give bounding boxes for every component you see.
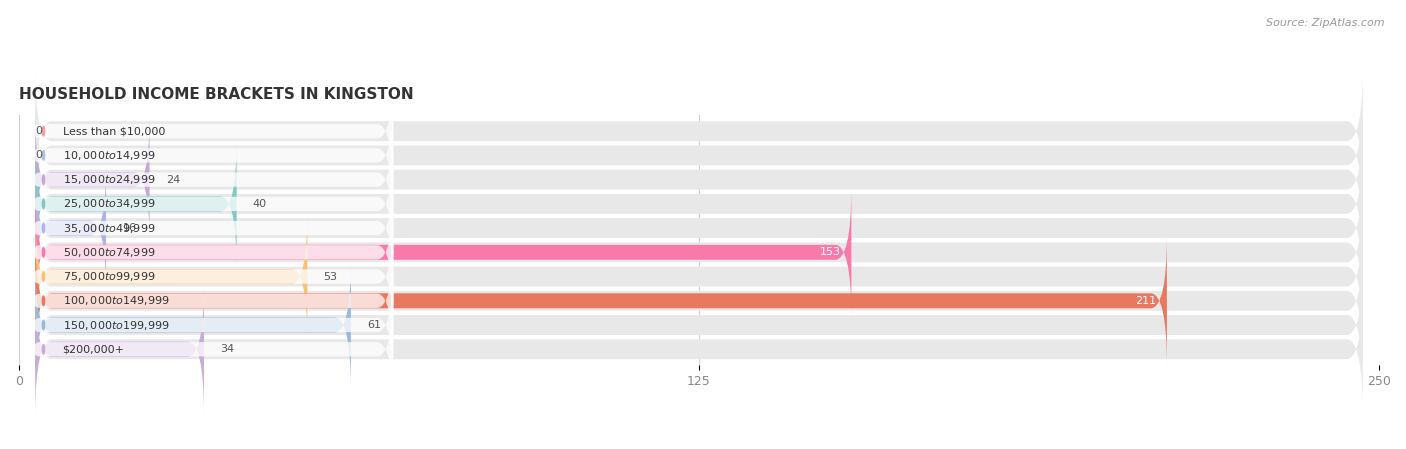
FancyBboxPatch shape bbox=[35, 114, 149, 245]
FancyBboxPatch shape bbox=[35, 286, 1362, 412]
Text: 24: 24 bbox=[166, 175, 180, 185]
Text: $15,000 to $24,999: $15,000 to $24,999 bbox=[62, 173, 155, 186]
FancyBboxPatch shape bbox=[35, 214, 1362, 339]
FancyBboxPatch shape bbox=[35, 117, 1362, 242]
Circle shape bbox=[42, 126, 45, 136]
FancyBboxPatch shape bbox=[35, 260, 352, 390]
Text: $150,000 to $199,999: $150,000 to $199,999 bbox=[62, 318, 169, 331]
Text: 0: 0 bbox=[35, 150, 42, 160]
Text: 61: 61 bbox=[367, 320, 381, 330]
Text: 40: 40 bbox=[253, 199, 267, 209]
Circle shape bbox=[42, 296, 45, 306]
Circle shape bbox=[42, 272, 45, 282]
FancyBboxPatch shape bbox=[35, 189, 1362, 315]
Text: Less than $10,000: Less than $10,000 bbox=[62, 126, 165, 136]
Text: $75,000 to $99,999: $75,000 to $99,999 bbox=[62, 270, 155, 283]
Text: 153: 153 bbox=[820, 247, 841, 257]
Text: 34: 34 bbox=[221, 344, 235, 354]
FancyBboxPatch shape bbox=[35, 139, 236, 269]
Text: 211: 211 bbox=[1135, 296, 1156, 306]
FancyBboxPatch shape bbox=[35, 238, 1362, 364]
Circle shape bbox=[42, 150, 45, 160]
FancyBboxPatch shape bbox=[24, 260, 394, 391]
FancyBboxPatch shape bbox=[24, 138, 394, 269]
Circle shape bbox=[42, 175, 45, 185]
FancyBboxPatch shape bbox=[24, 114, 394, 245]
Text: Source: ZipAtlas.com: Source: ZipAtlas.com bbox=[1267, 18, 1385, 28]
FancyBboxPatch shape bbox=[35, 262, 1362, 388]
Circle shape bbox=[42, 320, 45, 330]
Text: HOUSEHOLD INCOME BRACKETS IN KINGSTON: HOUSEHOLD INCOME BRACKETS IN KINGSTON bbox=[20, 87, 413, 102]
FancyBboxPatch shape bbox=[35, 92, 1362, 218]
FancyBboxPatch shape bbox=[35, 236, 1167, 366]
FancyBboxPatch shape bbox=[24, 66, 394, 197]
Text: $25,000 to $34,999: $25,000 to $34,999 bbox=[62, 198, 155, 211]
Circle shape bbox=[42, 199, 45, 209]
Text: $10,000 to $14,999: $10,000 to $14,999 bbox=[62, 149, 155, 162]
FancyBboxPatch shape bbox=[24, 163, 394, 294]
Text: 16: 16 bbox=[122, 223, 136, 233]
FancyBboxPatch shape bbox=[35, 165, 1362, 291]
FancyBboxPatch shape bbox=[35, 187, 852, 317]
Text: 53: 53 bbox=[323, 272, 337, 282]
Text: $50,000 to $74,999: $50,000 to $74,999 bbox=[62, 246, 155, 259]
FancyBboxPatch shape bbox=[35, 284, 204, 414]
FancyBboxPatch shape bbox=[35, 163, 105, 293]
FancyBboxPatch shape bbox=[24, 90, 394, 221]
FancyBboxPatch shape bbox=[35, 68, 1362, 194]
FancyBboxPatch shape bbox=[24, 235, 394, 366]
FancyBboxPatch shape bbox=[24, 211, 394, 342]
Text: 0: 0 bbox=[35, 126, 42, 136]
Circle shape bbox=[42, 247, 45, 257]
Text: $100,000 to $149,999: $100,000 to $149,999 bbox=[62, 294, 169, 307]
FancyBboxPatch shape bbox=[24, 187, 394, 318]
Circle shape bbox=[42, 223, 45, 233]
FancyBboxPatch shape bbox=[24, 284, 394, 415]
FancyBboxPatch shape bbox=[35, 141, 1362, 267]
FancyBboxPatch shape bbox=[35, 211, 308, 342]
Text: $200,000+: $200,000+ bbox=[62, 344, 125, 354]
Circle shape bbox=[42, 344, 45, 354]
Text: $35,000 to $49,999: $35,000 to $49,999 bbox=[62, 222, 155, 234]
